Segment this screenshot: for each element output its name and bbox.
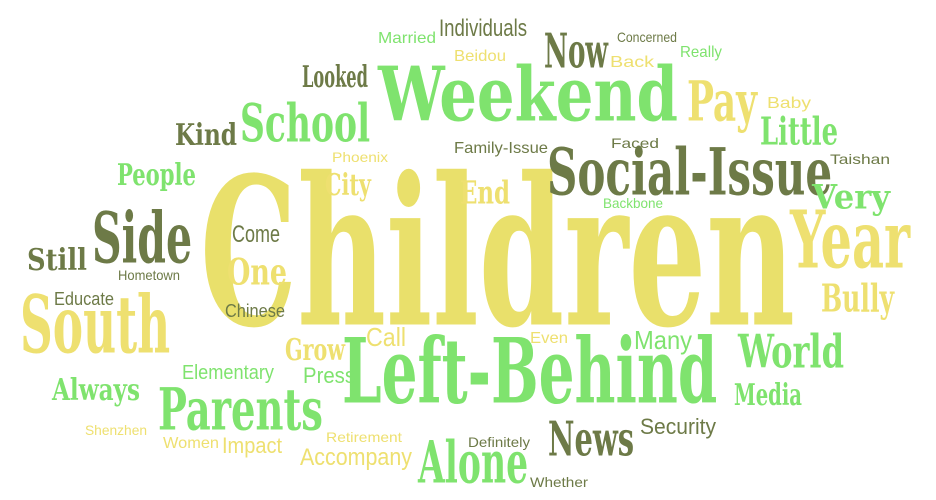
word-phoenix: Phoenix [332, 148, 389, 166]
word-press: Press [303, 363, 356, 389]
word-very: Very [812, 176, 890, 218]
word-elementary: Elementary [182, 361, 274, 385]
word-whether: Whether [530, 473, 588, 491]
word-taishan: Taishan [830, 150, 891, 168]
word-south: South [20, 277, 171, 372]
word-many: Many [634, 325, 693, 356]
word-chinese: Chinese [225, 300, 286, 322]
word-impact: Impact [222, 433, 283, 459]
word-weekend: Weekend [378, 49, 678, 139]
word-children: Children [200, 132, 795, 373]
word-come: Come [232, 219, 280, 248]
word-hometown: Hometown [118, 266, 181, 284]
word-still: Still [27, 241, 87, 278]
word-end: End [460, 174, 511, 213]
word-news: News [548, 410, 635, 468]
word-bully: Bully [821, 276, 895, 322]
word-city: City [325, 166, 371, 203]
word-alone: Alone [418, 427, 529, 497]
word-beidou: Beidou [454, 46, 506, 66]
word-media: Media [734, 376, 803, 413]
word-baby: Baby [767, 93, 811, 113]
word-accompany: Accompany [300, 442, 413, 471]
word-one: One [227, 251, 288, 295]
word-world: World [738, 325, 845, 380]
word-social-issue: Social-Issue [547, 133, 833, 211]
word-faced: Faced [611, 134, 659, 152]
word-family-issue: Family-Issue [454, 138, 549, 158]
word-really: Really [680, 42, 722, 62]
word-year: Year [790, 192, 911, 287]
word-always: Always [52, 371, 140, 408]
word-concerned: Concerned [617, 28, 677, 46]
word-parents: Parents [158, 374, 323, 444]
word-now: Now [544, 22, 608, 80]
word-pay: Pay [687, 69, 758, 135]
word-call: Call [366, 322, 407, 353]
word-security: Security [640, 414, 717, 440]
word-little: Little [760, 109, 839, 155]
word-backbone: Backbone [603, 194, 664, 212]
word-married: Married [378, 28, 436, 48]
word-school: School [240, 92, 371, 155]
word-individuals: Individuals [439, 13, 528, 42]
word-women: Women [163, 433, 219, 453]
word-looked: Looked [302, 58, 368, 95]
word-shenzhen: Shenzhen [85, 421, 148, 439]
word-definitely: Definitely [468, 433, 531, 451]
word-back: Back [610, 52, 655, 72]
word-left-behind: Left-Behind [342, 318, 718, 425]
word-even: Even [530, 328, 568, 348]
word-people: People [117, 156, 196, 193]
word-side: Side [92, 196, 193, 280]
word-retirement: Retirement [326, 428, 402, 446]
word-kind: Kind [175, 116, 237, 153]
word-grow: Grow [285, 331, 345, 368]
word-educate: Educate [54, 288, 115, 310]
